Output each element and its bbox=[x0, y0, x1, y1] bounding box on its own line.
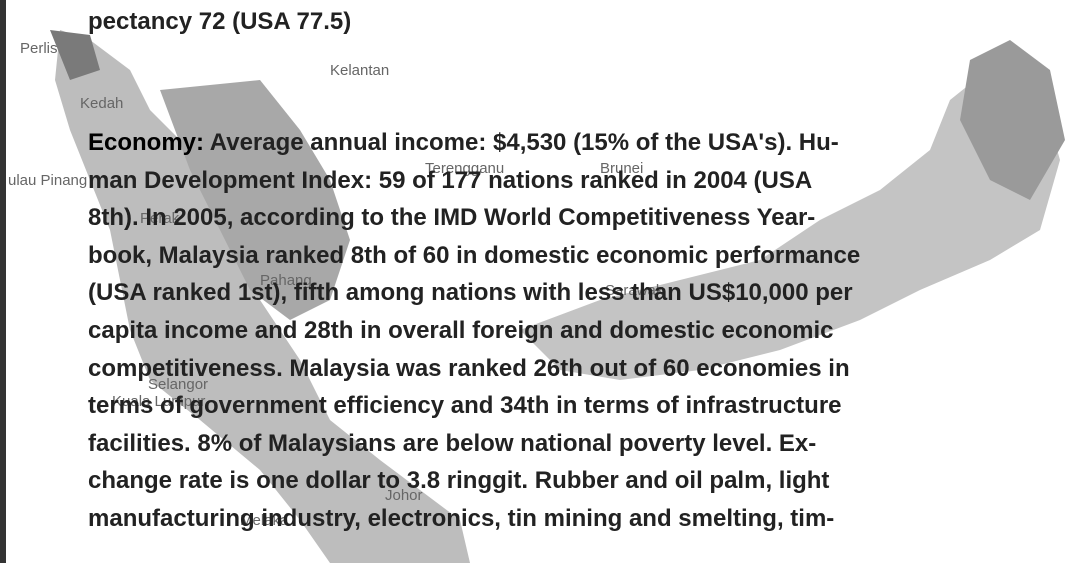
map-label: Sarawak bbox=[605, 282, 664, 299]
text-line: capita income and 28th in overall foreig… bbox=[88, 317, 834, 345]
perlis-region bbox=[50, 30, 100, 80]
top-line: pectancy 72 (USA 77.5) bbox=[88, 8, 352, 35]
line-text: facilities. 8% of Malaysians are below n… bbox=[88, 429, 817, 457]
borneo bbox=[520, 60, 1060, 380]
line-text: change rate is one dollar to 3.8 ringgit… bbox=[88, 467, 830, 495]
map-label: Johor bbox=[385, 487, 423, 504]
text-line: man Development Index: 59 of 177 nations… bbox=[88, 167, 812, 195]
line-text: (USA ranked 1st), fifth among nations wi… bbox=[88, 279, 853, 307]
map-label: Kuala Lumpur bbox=[112, 393, 206, 410]
map-label: Perak bbox=[140, 210, 180, 227]
text-line: Economy: Average annual income: $4,530 (… bbox=[88, 129, 839, 157]
text-line: change rate is one dollar to 3.8 ringgit… bbox=[88, 467, 829, 495]
line-text: 8th). In 2005, according to the IMD Worl… bbox=[88, 204, 816, 232]
edge-strip bbox=[0, 0, 6, 563]
section-heading: Economy: bbox=[88, 129, 205, 156]
map-label: Kelantan bbox=[330, 62, 390, 79]
map-label: Pahang bbox=[260, 272, 312, 289]
text-line: book, Malaysia ranked 8th of 60 in domes… bbox=[88, 242, 860, 270]
map-label: ulau Pinang bbox=[8, 172, 88, 189]
sabah bbox=[960, 40, 1065, 200]
map-label: Kedah bbox=[80, 95, 124, 112]
line-text: manufacturing industry, electronics, tin… bbox=[88, 505, 835, 532]
map-label: Brunei bbox=[600, 160, 644, 177]
line-text: capita income and 28th in overall foreig… bbox=[88, 317, 834, 344]
peninsula bbox=[55, 30, 470, 563]
text-line: facilities. 8% of Malaysians are below n… bbox=[88, 430, 816, 458]
line-text: man Development Index: 59 of 177 nations… bbox=[88, 166, 813, 194]
map-label: Perlis bbox=[20, 40, 58, 57]
line-text: Average annual income: $4,530 (15% of th… bbox=[209, 129, 839, 156]
line-text: terms of government efficiency and 34th … bbox=[88, 392, 842, 420]
text-line: (USA ranked 1st), fifth among nations wi… bbox=[88, 279, 853, 307]
map-label: Terengganu bbox=[425, 160, 505, 177]
peninsula-east bbox=[160, 80, 350, 320]
map-label: Selangor bbox=[148, 376, 209, 393]
text-line: manufacturing industry, electronics, tin… bbox=[88, 505, 834, 533]
map-label: Melaka bbox=[240, 512, 289, 529]
text-line: terms of government efficiency and 34th … bbox=[88, 392, 842, 420]
line-text: competitiveness. Malaysia was ranked 26t… bbox=[88, 354, 850, 382]
text-line: 8th). In 2005, according to the IMD Worl… bbox=[88, 204, 815, 232]
text-line: competitiveness. Malaysia was ranked 26t… bbox=[88, 355, 850, 383]
line-text: book, Malaysia ranked 8th of 60 in domes… bbox=[88, 241, 861, 269]
